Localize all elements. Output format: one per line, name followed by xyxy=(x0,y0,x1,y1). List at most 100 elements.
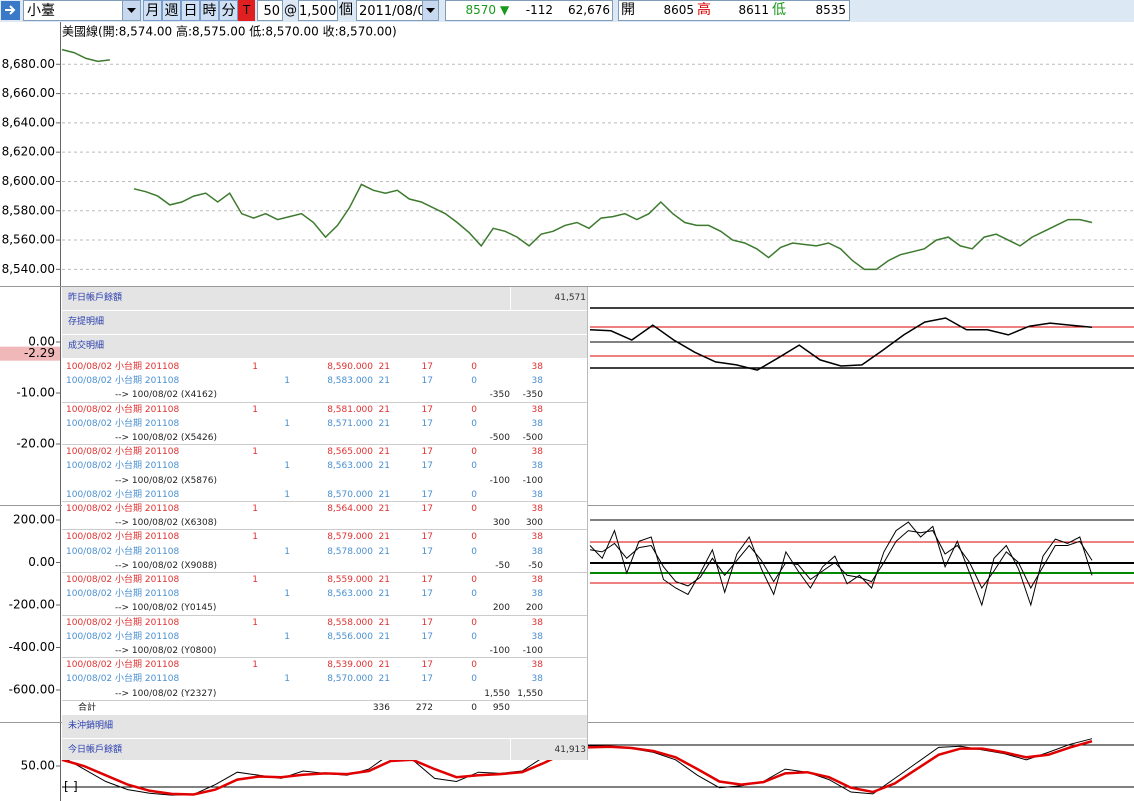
row-separator xyxy=(62,572,587,573)
trade-net: 38 xyxy=(531,674,543,685)
trade-product: 小台期 201108 xyxy=(115,404,180,415)
trade-price: 8,570.000 xyxy=(327,489,373,500)
ref-lines xyxy=(62,307,1134,788)
y-tick-label: 8,660.00 xyxy=(2,86,55,100)
open-positions-band xyxy=(62,715,587,739)
period-button[interactable]: 時 xyxy=(200,0,219,21)
band-divider xyxy=(510,287,511,310)
trade-net: 38 xyxy=(531,631,543,642)
trade-fee: 21 xyxy=(378,376,390,387)
chart-title: 美國線(開:8,574.00 高:8,575.00 低:8,570.00 收:8… xyxy=(62,24,397,39)
trade-pl: 200 xyxy=(492,603,510,614)
trade-price: 8,565.000 xyxy=(327,447,373,458)
collapse-toggle: [-] xyxy=(64,780,78,794)
trade-buy: 1 xyxy=(252,660,258,671)
y-tick-label: 8,540.00 xyxy=(2,262,55,276)
ohl-box xyxy=(618,0,850,21)
current-value-label: -2.29 xyxy=(24,346,55,360)
date-input[interactable]: 2011/08/02 xyxy=(356,0,438,21)
y-tick-label: 200.00 xyxy=(13,513,55,527)
period-button[interactable]: 月 xyxy=(143,0,162,21)
trade-product: 小台期 201108 xyxy=(115,660,180,671)
period-button[interactable]: 週 xyxy=(162,0,181,21)
unit-label: 個 xyxy=(339,2,353,18)
trade-total: 1,550 xyxy=(517,688,543,699)
trade-detail: --> 100/08/02 (X9088) xyxy=(115,560,217,571)
trade-date: 100/08/02 xyxy=(66,660,113,671)
last-price: 8570 xyxy=(465,3,496,17)
trade-tax: 17 xyxy=(421,617,433,628)
nav-button[interactable] xyxy=(0,0,21,21)
account-panel: 昨日帳戶餘額 41,571 存提明細 成交明細 100/08/02 小台期 201108 1… xyxy=(62,287,588,760)
trade-tax: 17 xyxy=(421,447,433,458)
trade-buy: 1 xyxy=(252,362,258,372)
trade-net: 38 xyxy=(531,504,543,514)
product-select[interactable]: 小臺 xyxy=(23,0,141,21)
trade-total: -350 xyxy=(522,390,543,401)
trade-other: 0 xyxy=(471,617,477,628)
low: 8535 xyxy=(815,3,846,17)
trade-date: 100/08/02 xyxy=(66,418,113,429)
period-button[interactable]: 日 xyxy=(181,0,200,21)
y-tick-label: 8,640.00 xyxy=(2,115,55,129)
trade-date: 100/08/02 xyxy=(66,631,113,642)
trade-price: 8,571.000 xyxy=(327,418,373,429)
trade-sell: 1 xyxy=(284,674,290,685)
trade-tax: 17 xyxy=(421,489,433,500)
row-separator xyxy=(62,614,587,616)
trade-other: 0 xyxy=(471,532,477,543)
trade-detail: --> 100/08/02 (Y0145) xyxy=(115,603,217,614)
trade-fee: 21 xyxy=(378,461,390,472)
trade-fee: 21 xyxy=(378,589,390,600)
y-tick-label: 50.00 xyxy=(21,759,55,773)
y-tick-label: 8,560.00 xyxy=(2,233,55,247)
trade-buy: 1 xyxy=(252,447,258,458)
trade-sell: 1 xyxy=(284,418,290,429)
trade-buy: 1 xyxy=(252,404,258,415)
tick-mode-button[interactable]: T xyxy=(238,0,255,21)
trade-date: 100/08/02 xyxy=(66,674,113,685)
trade-fee: 21 xyxy=(378,404,390,415)
trade-pl: -100 xyxy=(489,475,510,486)
trade-fee: 21 xyxy=(378,447,390,458)
trade-other: 0 xyxy=(471,660,477,671)
trade-tax: 17 xyxy=(421,546,433,557)
trade-product: 小台期 201108 xyxy=(115,447,180,458)
trade-product: 小台期 201108 xyxy=(115,617,180,628)
y-tick-label: 8,620.00 xyxy=(2,145,55,159)
dropdown-button[interactable] xyxy=(122,0,141,21)
trade-date: 100/08/02 xyxy=(66,404,113,415)
trade-price: 8,558.000 xyxy=(327,617,373,628)
period-button[interactable]: 分 xyxy=(219,0,238,21)
y-tick-label: -200.00 xyxy=(9,598,55,612)
trade-fee: 21 xyxy=(378,660,390,671)
y-tick-label: -400.00 xyxy=(9,640,55,654)
dropdown-button[interactable] xyxy=(422,0,439,21)
trade-pl: 300 xyxy=(492,518,510,529)
trade-buy: 1 xyxy=(252,504,258,514)
trade-price: 8,564.000 xyxy=(327,504,373,514)
trade-other: 0 xyxy=(471,418,477,429)
trade-tax: 17 xyxy=(421,404,433,415)
change-arrow: ▼ xyxy=(500,3,510,17)
trade-other: 0 xyxy=(471,631,477,642)
trade-other: 0 xyxy=(471,589,477,600)
trade-net: 38 xyxy=(531,376,543,387)
trade-net: 38 xyxy=(531,575,543,585)
trade-net: 38 xyxy=(531,447,543,458)
today-balance-band xyxy=(62,739,587,760)
trade-price: 8,579.000 xyxy=(327,532,373,543)
trade-total: -100 xyxy=(522,646,543,656)
low-label: 低 xyxy=(772,2,786,18)
trade-detail: --> 100/08/02 (Y0800) xyxy=(115,646,217,656)
open: 8605 xyxy=(663,3,694,17)
trade-buy: 1 xyxy=(252,532,258,543)
qty-input[interactable]: 50 xyxy=(257,0,283,21)
trade-price: 8,563.000 xyxy=(327,461,373,472)
trade-price: 8,559.000 xyxy=(327,575,373,585)
trade-price: 8,556.000 xyxy=(327,631,373,642)
trade-fee: 21 xyxy=(378,617,390,628)
trade-product: 小台期 201108 xyxy=(115,418,180,429)
trade-price: 8,581.000 xyxy=(327,404,373,415)
price-input[interactable]: 1,500 xyxy=(298,0,338,21)
